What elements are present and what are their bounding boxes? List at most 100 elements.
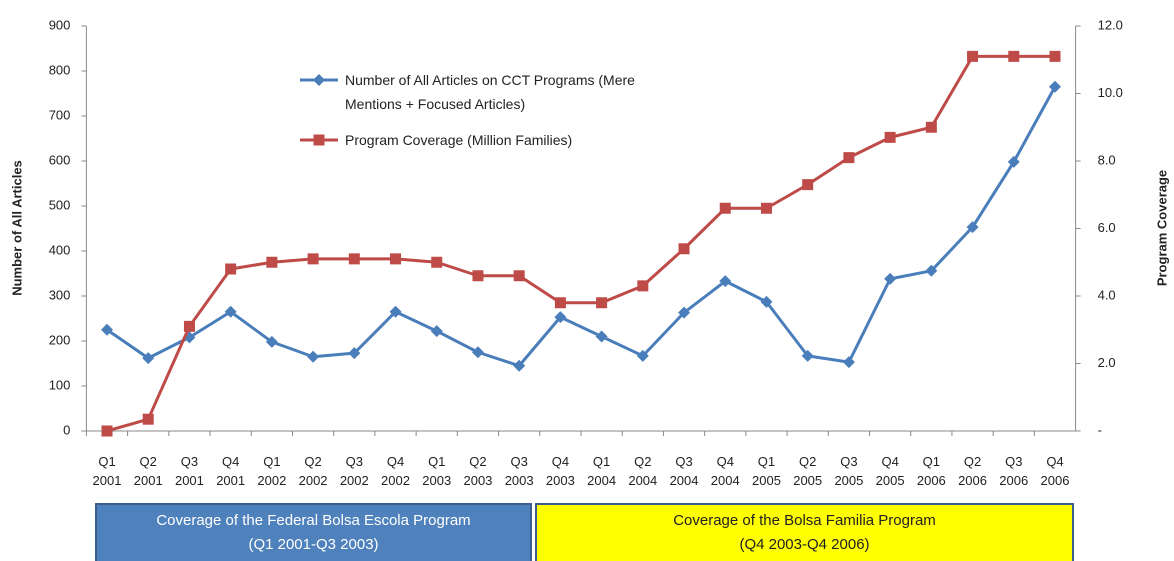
legend-marker <box>313 134 325 146</box>
period-range: (Q4 2003-Q4 2006) <box>739 536 870 553</box>
x-tick-label: Q2 2004 <box>628 454 658 488</box>
x-tick-label: Q3 2003 <box>504 454 534 488</box>
point <box>760 202 772 214</box>
y2-tick-label: 8.0 <box>1098 152 1116 167</box>
point <box>431 256 443 268</box>
series-line <box>106 54 1055 433</box>
point <box>348 347 361 360</box>
y2-tick-label: 2.0 <box>1098 355 1116 370</box>
point <box>307 253 319 265</box>
y-axis-title: Number of All Articles <box>9 160 24 296</box>
point <box>1049 50 1061 62</box>
point <box>183 320 195 332</box>
series-line <box>106 86 1057 368</box>
y-tick-label: 0 <box>63 422 70 437</box>
x-tick-label: Q3 2005 <box>834 454 864 488</box>
point <box>966 221 979 234</box>
x-tick-label: Q1 2002 <box>257 454 287 488</box>
point <box>967 50 979 62</box>
x-tick-label: Q2 2001 <box>133 454 163 488</box>
point <box>884 272 897 285</box>
x-tick-label: Q3 2006 <box>999 454 1029 488</box>
period-text: Coverage of the Bolsa Familia Program <box>673 512 936 529</box>
x-tick-label: Q4 2002 <box>381 454 410 488</box>
point <box>471 346 484 359</box>
point <box>430 325 443 338</box>
point <box>307 350 320 363</box>
y-tick-label: 700 <box>49 107 71 122</box>
x-tick-label: Q2 2002 <box>298 454 328 488</box>
point <box>595 330 608 343</box>
point <box>719 202 731 214</box>
point <box>513 270 525 282</box>
point <box>843 152 855 164</box>
point <box>513 359 526 372</box>
point <box>142 352 155 365</box>
x-tick-label: Q4 2001 <box>216 454 246 488</box>
point <box>1007 155 1020 168</box>
point <box>101 323 114 336</box>
point <box>266 256 278 268</box>
point <box>801 349 814 362</box>
y2-tick-label: 10.0 <box>1098 85 1123 100</box>
point <box>1008 50 1020 62</box>
y2-tick-label: 12.0 <box>1098 17 1123 32</box>
point <box>390 253 402 265</box>
point <box>884 131 896 143</box>
x-tick-label: Q4 2006 <box>1040 454 1070 488</box>
legend-label: Program Coverage (Million Families) <box>345 132 573 148</box>
point <box>596 297 608 309</box>
point <box>678 306 691 319</box>
point <box>265 335 278 348</box>
point <box>389 305 402 318</box>
period-text: Coverage of the Federal Bolsa Escola Pro… <box>156 512 471 529</box>
x-tick-label: Q1 2005 <box>752 454 781 488</box>
point <box>348 253 360 265</box>
x-tick-label: Q2 2005 <box>793 454 823 488</box>
point <box>554 311 567 324</box>
point <box>925 264 938 277</box>
x-tick-label: Q3 2004 <box>669 454 699 488</box>
period-box: Coverage of the Bolsa Familia Program (Q… <box>535 503 1074 561</box>
point <box>719 275 732 288</box>
point <box>1048 80 1061 93</box>
y-tick-label: 900 <box>49 17 71 32</box>
y-tick-label: 800 <box>49 62 71 77</box>
point <box>637 280 649 292</box>
point <box>101 425 113 437</box>
y-tick-label: 300 <box>49 287 71 302</box>
x-tick-label: Q2 2003 <box>463 454 493 488</box>
y2-axis-title: Program Coverage <box>1154 170 1169 286</box>
y2-tick-label: 4.0 <box>1098 287 1116 302</box>
point <box>842 356 855 369</box>
x-tick-label: Q1 2003 <box>422 454 452 488</box>
y2-tick-label: - <box>1098 422 1102 437</box>
point <box>925 121 937 133</box>
point <box>472 270 484 282</box>
y-tick-label: 500 <box>49 197 71 212</box>
point <box>225 263 237 275</box>
legend-marker <box>313 74 325 86</box>
period-box: Coverage of the Federal Bolsa Escola Pro… <box>95 503 532 561</box>
x-tick-label: Q1 2006 <box>916 454 946 488</box>
point <box>636 349 649 362</box>
y-tick-label: 200 <box>49 332 71 347</box>
x-tick-label: Q4 2005 <box>875 454 905 488</box>
x-tick-label: Q1 2001 <box>92 454 122 488</box>
x-tick-label: Q3 2002 <box>339 454 369 488</box>
period-range: (Q1 2001-Q3 2003) <box>248 536 379 553</box>
legend-label: Number of All Articles on CCT Programs (… <box>345 72 635 112</box>
y-tick-label: 100 <box>49 377 71 392</box>
point <box>760 295 773 308</box>
point <box>554 297 566 309</box>
x-tick-label: Q3 2001 <box>174 454 204 488</box>
x-tick-label: Q2 2006 <box>958 454 987 488</box>
point <box>224 305 237 318</box>
x-tick-label: Q4 2003 <box>545 454 575 488</box>
y-tick-label: 600 <box>49 152 71 167</box>
point <box>802 179 814 191</box>
y-tick-label: 400 <box>49 242 71 257</box>
y2-tick-label: 6.0 <box>1098 220 1116 235</box>
